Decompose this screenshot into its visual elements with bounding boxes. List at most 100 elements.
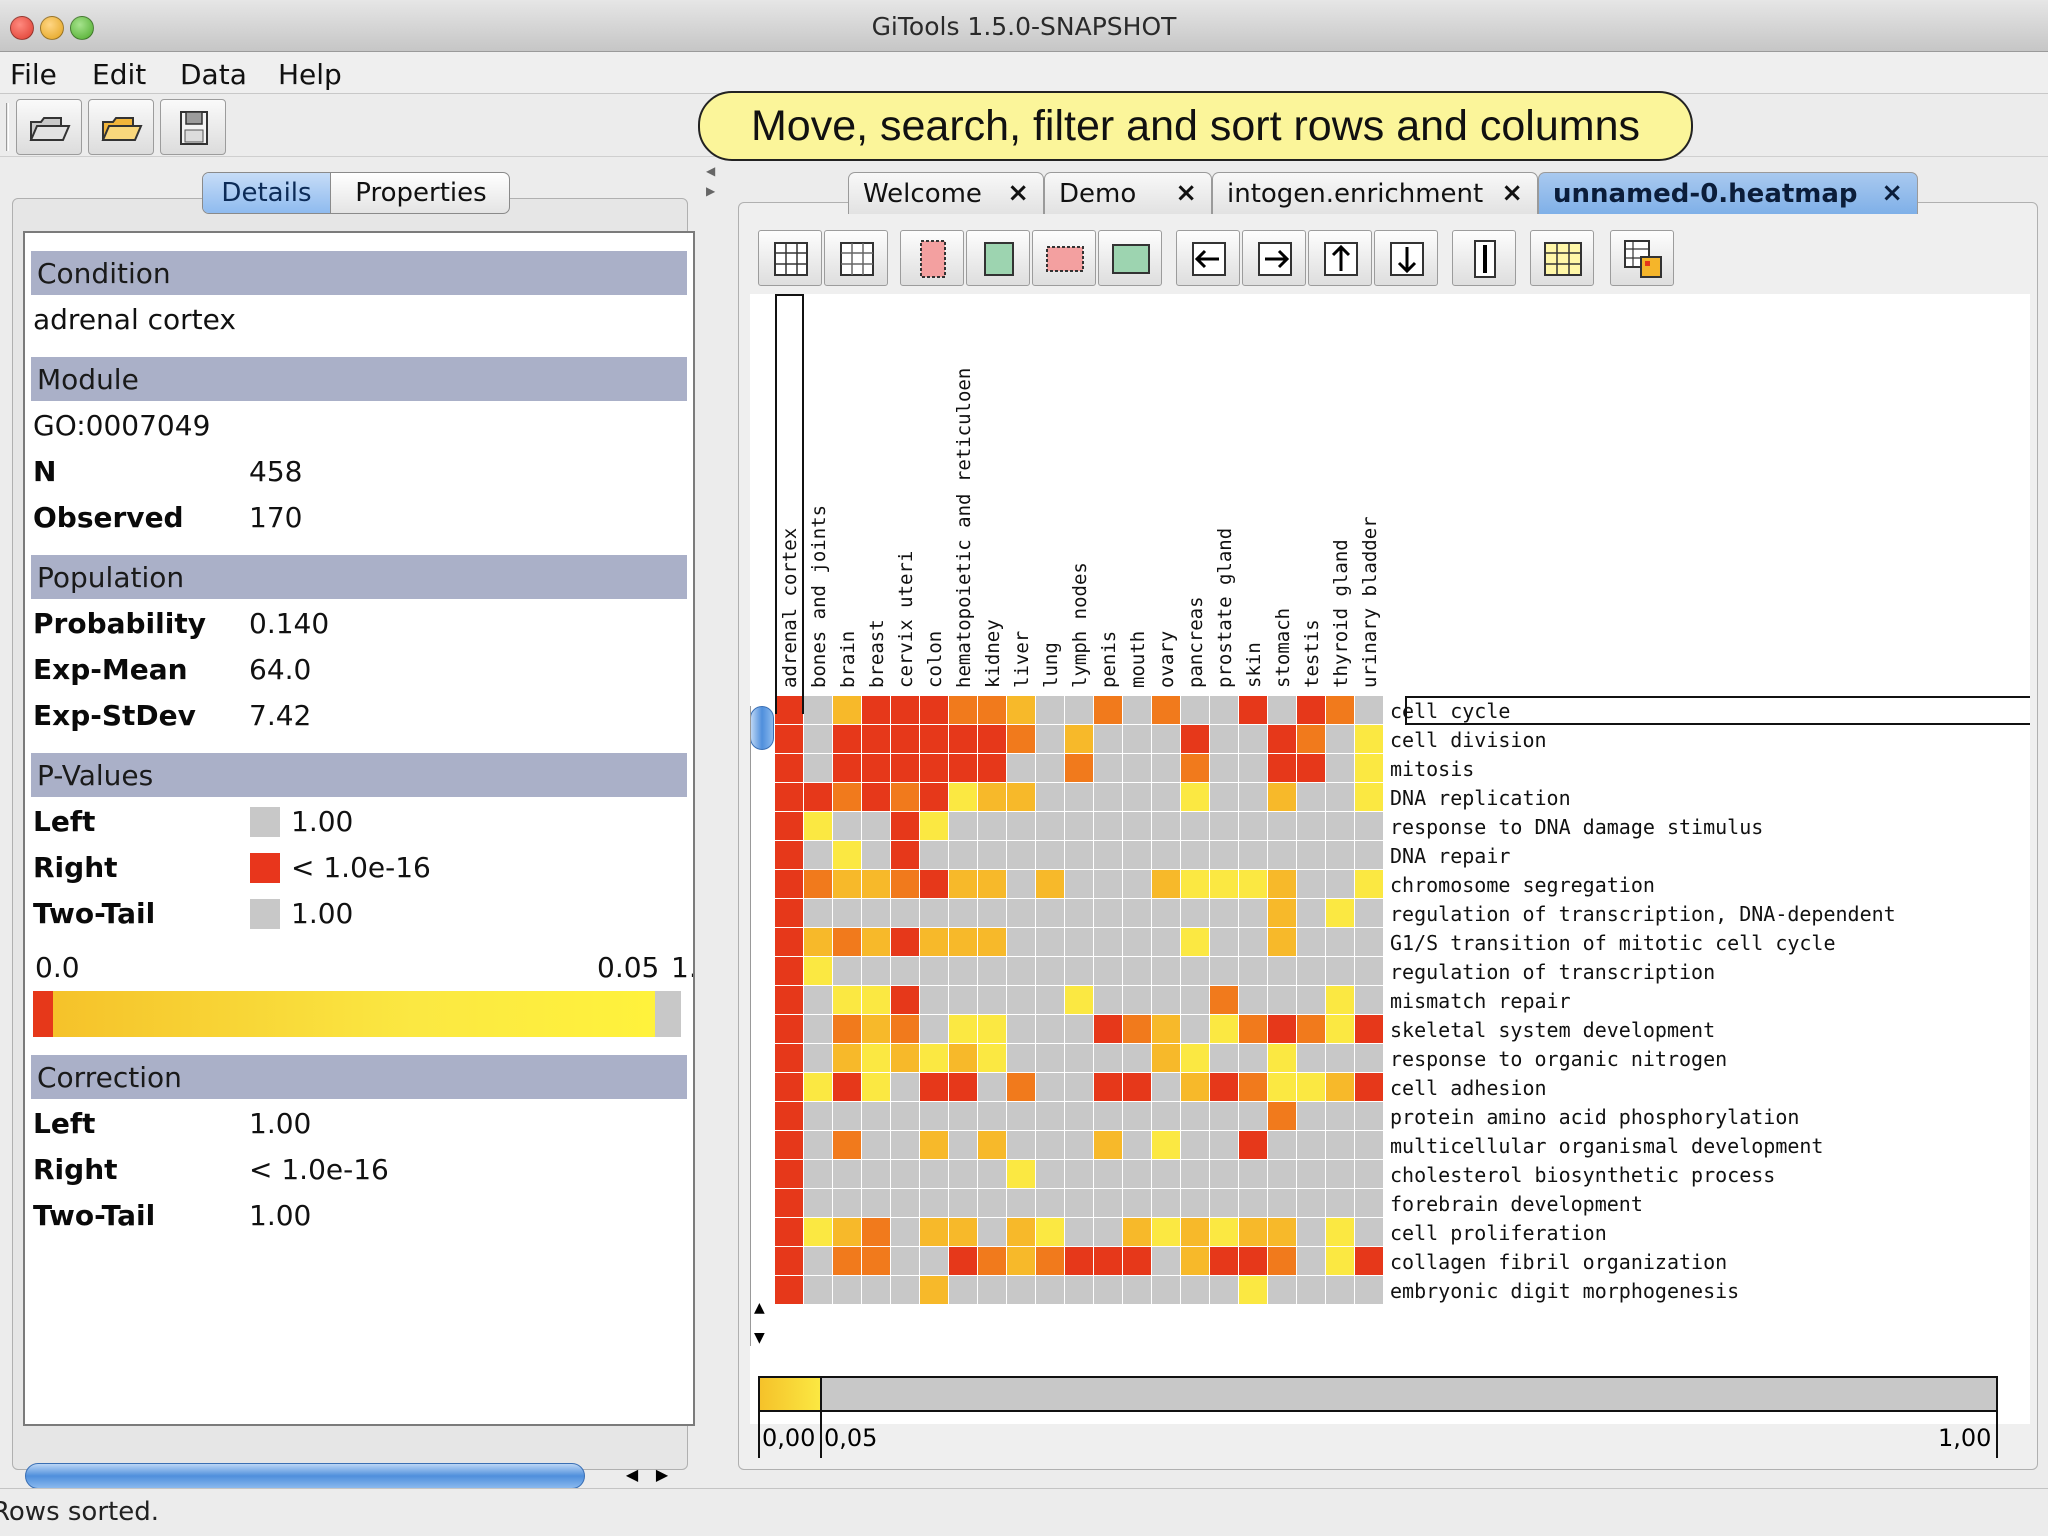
heatmap-cell[interactable] bbox=[1355, 928, 1384, 957]
heatmap-cell[interactable] bbox=[833, 1015, 862, 1044]
heatmap-cell[interactable] bbox=[804, 986, 833, 1015]
heatmap-cell[interactable] bbox=[862, 899, 891, 928]
heatmap-cell[interactable] bbox=[833, 899, 862, 928]
row-header[interactable]: multicellular organismal development bbox=[1390, 1134, 1824, 1158]
heatmap-cell[interactable] bbox=[1036, 1160, 1065, 1189]
heatmap-cell[interactable] bbox=[1210, 783, 1239, 812]
heatmap-cell[interactable] bbox=[1355, 696, 1384, 725]
heatmap-cell[interactable] bbox=[775, 1247, 804, 1276]
heatmap-cell[interactable] bbox=[862, 1073, 891, 1102]
heatmap-cell[interactable] bbox=[1210, 754, 1239, 783]
heatmap-cell[interactable] bbox=[1210, 725, 1239, 754]
heatmap-cell[interactable] bbox=[891, 1044, 920, 1073]
heatmap-cell[interactable] bbox=[833, 725, 862, 754]
heatmap-cell[interactable] bbox=[891, 1247, 920, 1276]
heatmap-cell[interactable] bbox=[775, 1276, 804, 1305]
hide-columns-button[interactable] bbox=[900, 230, 964, 286]
row-header[interactable]: cell adhesion bbox=[1390, 1076, 1547, 1100]
heatmap-cell[interactable] bbox=[862, 783, 891, 812]
heatmap-cell[interactable] bbox=[949, 1160, 978, 1189]
heatmap-cell[interactable] bbox=[949, 812, 978, 841]
heatmap-cell[interactable] bbox=[1326, 696, 1355, 725]
heatmap-cell[interactable] bbox=[1326, 1247, 1355, 1276]
heatmap-cell[interactable] bbox=[978, 1102, 1007, 1131]
heatmap-cell[interactable] bbox=[1268, 1102, 1297, 1131]
heatmap-cell[interactable] bbox=[949, 1189, 978, 1218]
heatmap-cell[interactable] bbox=[1036, 1189, 1065, 1218]
heatmap-cell[interactable] bbox=[1036, 1044, 1065, 1073]
heatmap-cell[interactable] bbox=[1326, 1276, 1355, 1305]
heatmap-cell[interactable] bbox=[1007, 928, 1036, 957]
heatmap-cell[interactable] bbox=[978, 1276, 1007, 1305]
heatmap-cell[interactable] bbox=[1123, 986, 1152, 1015]
heatmap-cell[interactable] bbox=[1007, 841, 1036, 870]
column-header[interactable]: hematopoietic and reticuloen bbox=[953, 367, 975, 688]
heatmap-cell[interactable] bbox=[1210, 696, 1239, 725]
heatmap-cell[interactable] bbox=[1268, 870, 1297, 899]
heatmap-cell[interactable] bbox=[1007, 957, 1036, 986]
heatmap-cell[interactable] bbox=[949, 725, 978, 754]
heatmap-cell[interactable] bbox=[1181, 1015, 1210, 1044]
heatmap-cell[interactable] bbox=[1210, 899, 1239, 928]
heatmap-cell[interactable] bbox=[775, 1160, 804, 1189]
heatmap-cell[interactable] bbox=[920, 1131, 949, 1160]
heatmap-cell[interactable] bbox=[1007, 783, 1036, 812]
heatmap-cell[interactable] bbox=[1007, 1102, 1036, 1131]
heatmap-cell[interactable] bbox=[920, 986, 949, 1015]
heatmap-cell[interactable] bbox=[1036, 1218, 1065, 1247]
heatmap-cell[interactable] bbox=[1036, 870, 1065, 899]
heatmap-cell[interactable] bbox=[1326, 1015, 1355, 1044]
column-header[interactable]: urinary bladder bbox=[1359, 516, 1381, 688]
heatmap-cell[interactable] bbox=[1297, 696, 1326, 725]
heatmap-cell[interactable] bbox=[949, 1044, 978, 1073]
heatmap-cell[interactable] bbox=[920, 1073, 949, 1102]
heatmap-cell[interactable] bbox=[1355, 1276, 1384, 1305]
heatmap-cell[interactable] bbox=[1094, 696, 1123, 725]
heatmap-cell[interactable] bbox=[1152, 1073, 1181, 1102]
heatmap-cell[interactable] bbox=[1007, 1189, 1036, 1218]
heatmap-cell[interactable] bbox=[1065, 754, 1094, 783]
zoom-window-button[interactable] bbox=[70, 16, 94, 40]
heatmap-cell[interactable] bbox=[1152, 899, 1181, 928]
heatmap-cell[interactable] bbox=[1355, 841, 1384, 870]
heatmap-cell[interactable] bbox=[1297, 957, 1326, 986]
heatmap-cell[interactable] bbox=[978, 986, 1007, 1015]
column-header[interactable]: brain bbox=[837, 630, 859, 688]
heatmap-cell[interactable] bbox=[1297, 1044, 1326, 1073]
heatmap-cell[interactable] bbox=[1123, 696, 1152, 725]
heatmap-cell[interactable] bbox=[949, 754, 978, 783]
clear-selection-button[interactable] bbox=[824, 230, 888, 286]
heatmap-cell[interactable] bbox=[1123, 783, 1152, 812]
row-header[interactable]: regulation of transcription, DNA-depende… bbox=[1390, 902, 1896, 926]
heatmap-cell[interactable] bbox=[1355, 1073, 1384, 1102]
heatmap-cell[interactable] bbox=[775, 812, 804, 841]
heatmap-cell[interactable] bbox=[1181, 696, 1210, 725]
heatmap-cell[interactable] bbox=[775, 1015, 804, 1044]
heatmap-cell[interactable] bbox=[1065, 696, 1094, 725]
heatmap-cell[interactable] bbox=[1326, 957, 1355, 986]
heatmap-cell[interactable] bbox=[833, 696, 862, 725]
heatmap-cell[interactable] bbox=[891, 1189, 920, 1218]
heatmap-cell[interactable] bbox=[1036, 812, 1065, 841]
heatmap-cell[interactable] bbox=[1152, 1044, 1181, 1073]
heatmap-cell[interactable] bbox=[833, 1247, 862, 1276]
heatmap-cell[interactable] bbox=[804, 1015, 833, 1044]
heatmap-cell[interactable] bbox=[804, 899, 833, 928]
column-header[interactable]: liver bbox=[1011, 630, 1033, 688]
heatmap-cell[interactable] bbox=[862, 812, 891, 841]
close-tab-icon[interactable]: × bbox=[1881, 178, 1903, 208]
heatmap-cell[interactable] bbox=[1181, 1102, 1210, 1131]
heatmap-cell[interactable] bbox=[1181, 1160, 1210, 1189]
heatmap-cell[interactable] bbox=[1036, 1073, 1065, 1102]
heatmap-cell[interactable] bbox=[1152, 986, 1181, 1015]
heatmap-cell[interactable] bbox=[1326, 1044, 1355, 1073]
heatmap-cell[interactable] bbox=[833, 957, 862, 986]
heatmap-cell[interactable] bbox=[949, 1218, 978, 1247]
heatmap-cell[interactable] bbox=[862, 928, 891, 957]
heatmap-cell[interactable] bbox=[1123, 725, 1152, 754]
heatmap-cell[interactable] bbox=[1210, 1247, 1239, 1276]
heatmap-cell[interactable] bbox=[891, 1073, 920, 1102]
heatmap-cell[interactable] bbox=[920, 1044, 949, 1073]
heatmap-cell[interactable] bbox=[1181, 870, 1210, 899]
heatmap-cell[interactable] bbox=[833, 1189, 862, 1218]
